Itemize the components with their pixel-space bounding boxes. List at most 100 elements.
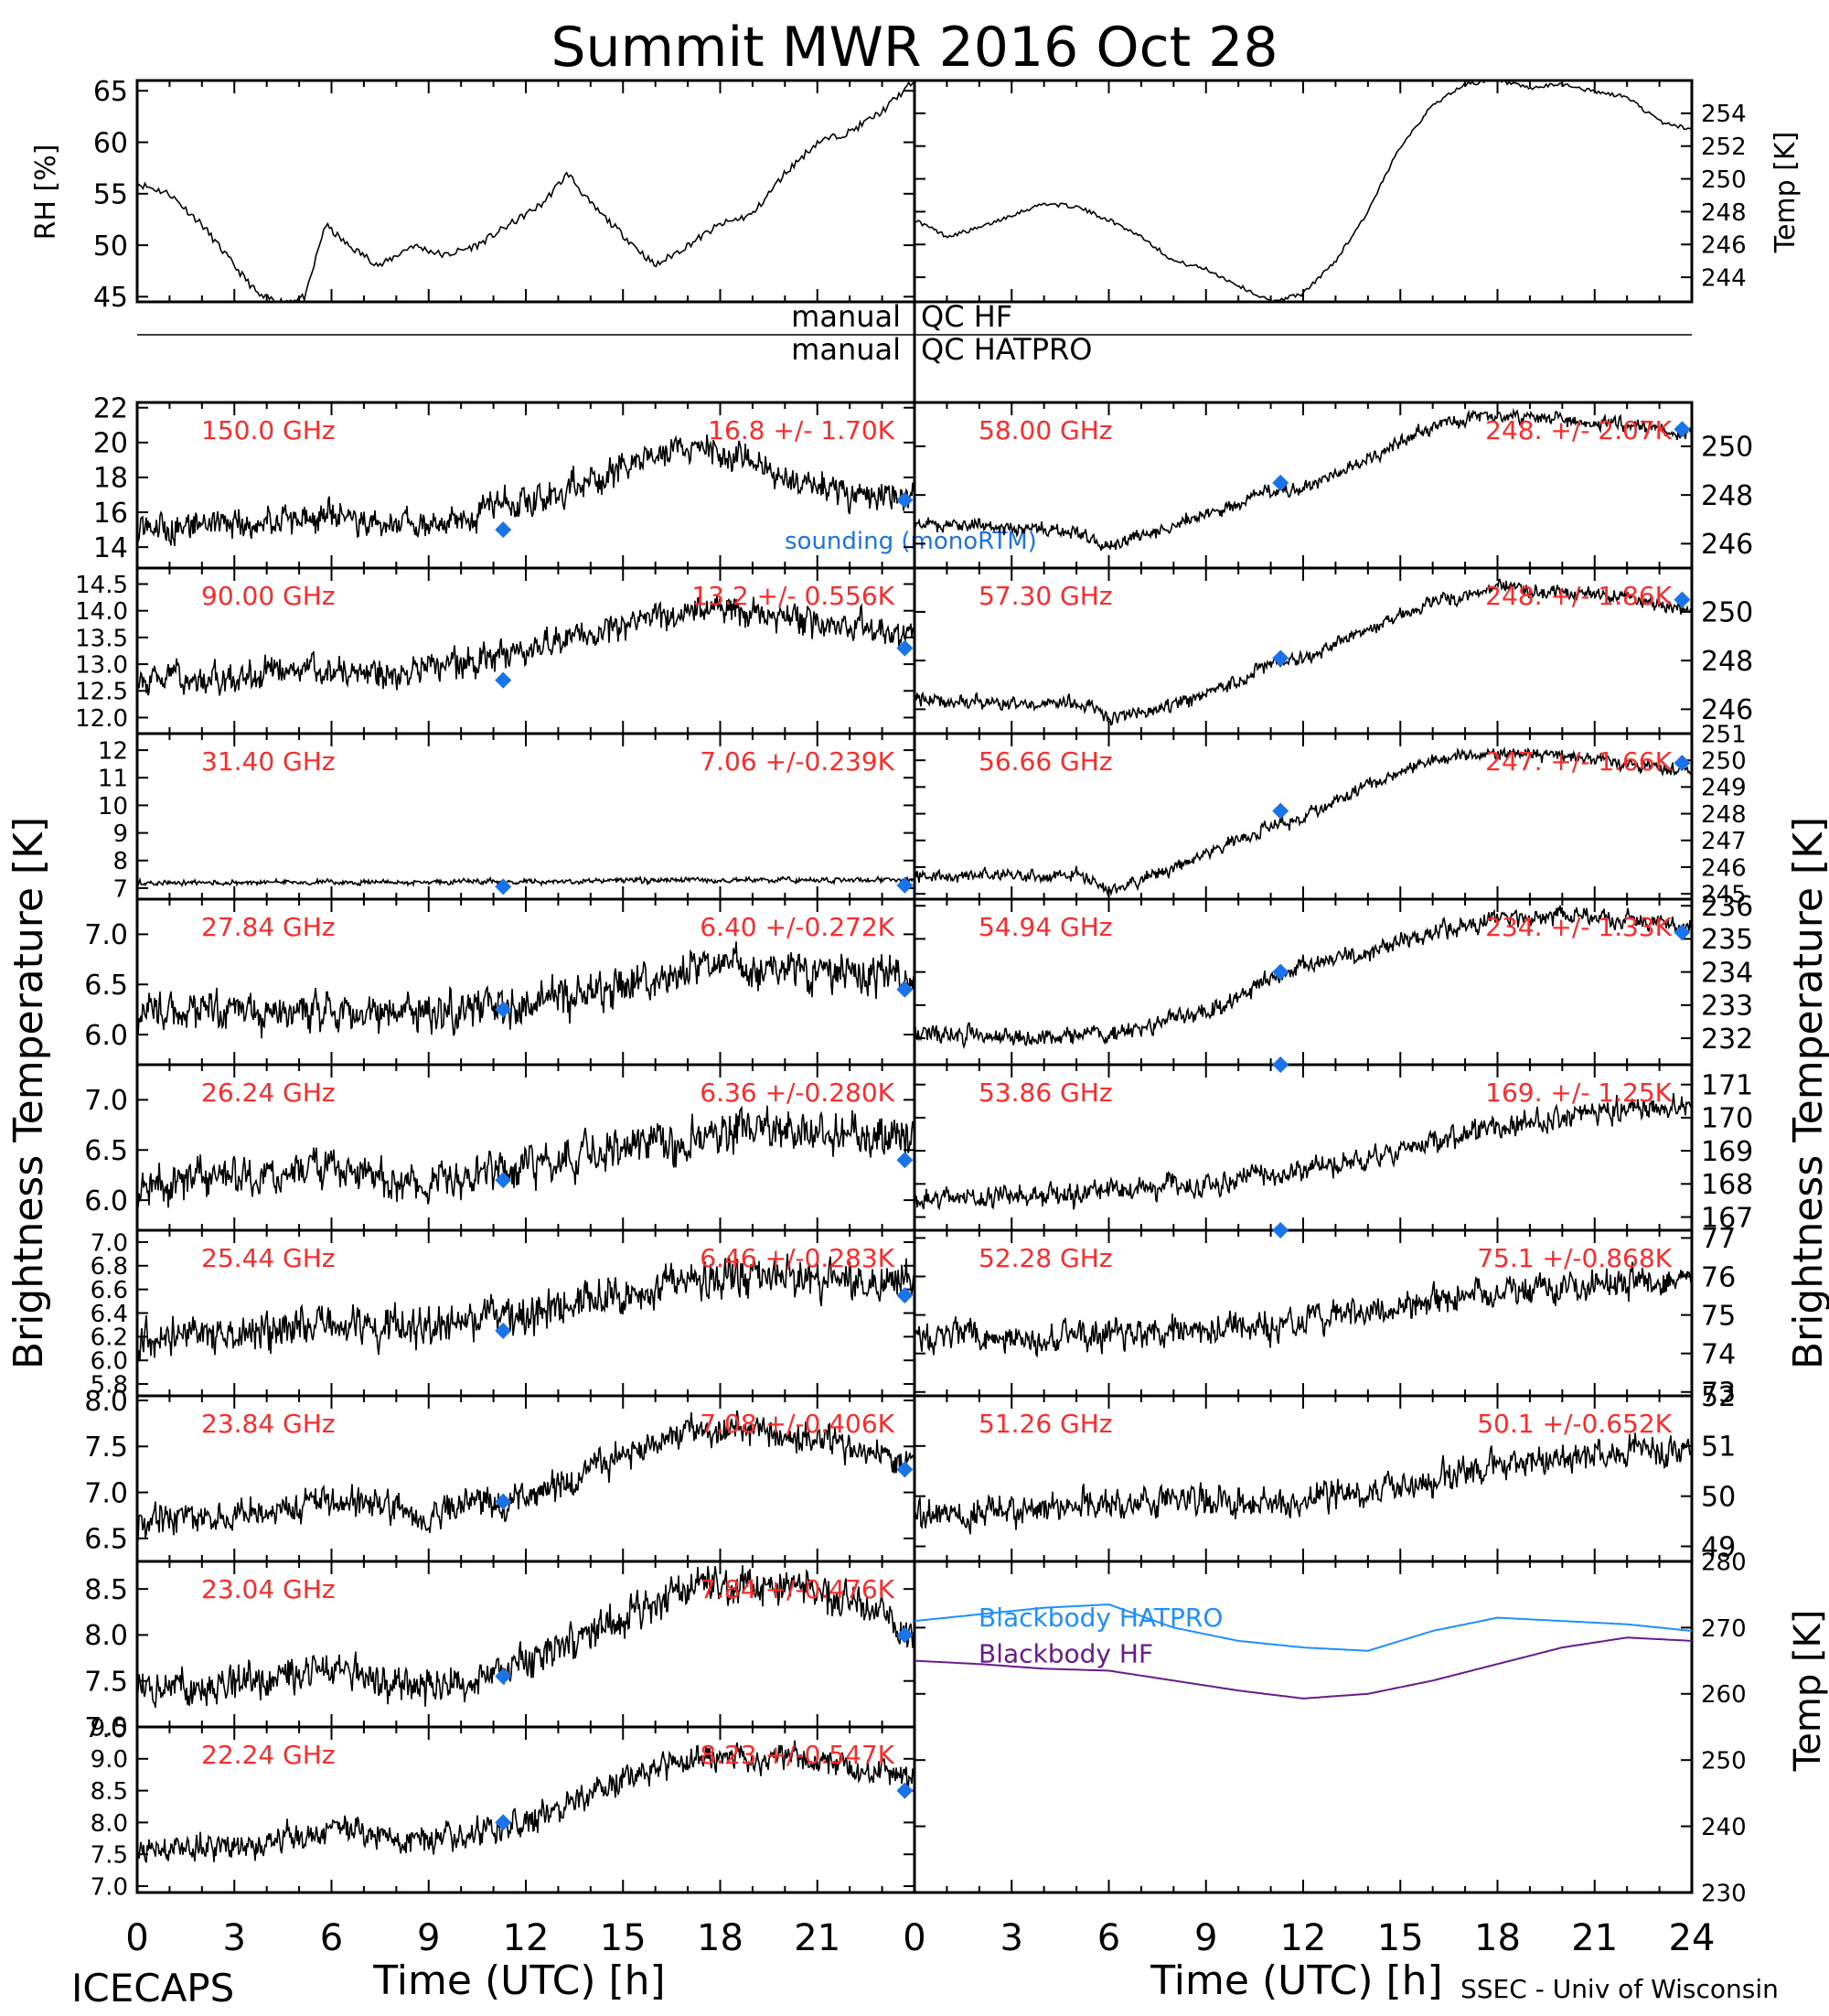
rh-ytick-label: 50 [93, 231, 128, 263]
f5730-sounding-point-0 [1272, 649, 1289, 667]
f5666-series-line [914, 746, 1692, 896]
f2384-series-line [137, 1410, 914, 1541]
f5126-ytick-label: 52 [1701, 1381, 1736, 1413]
f2384-sounding-point-1 [896, 1461, 914, 1478]
f2784-ytick-label: 6.5 [84, 970, 128, 1002]
f5800-stats-label: 248. +/- 2.07K [1485, 415, 1672, 445]
f5666-ytick-label: 250 [1701, 748, 1747, 776]
f2544-ytick-label: 6.6 [91, 1277, 128, 1304]
f2224-ytick-label: 9.5 [91, 1714, 128, 1742]
f2224-stats-label: 8.23 +/-0.547K [700, 1740, 894, 1770]
f2384-sounding-point-0 [495, 1493, 512, 1510]
x-tick-label-right-1: 3 [1000, 1917, 1023, 1959]
f150-stats-label: 16.8 +/- 1.70K [708, 415, 894, 445]
rh-frame [135, 79, 916, 304]
f2384-stats-label: 7.08 +/-0.406K [700, 1409, 894, 1439]
f5800-series-line [914, 407, 1692, 552]
f5386-ytick-label: 169 [1701, 1136, 1753, 1168]
x-tick-label-right-5: 15 [1377, 1917, 1424, 1959]
f2224-ytick-label: 7.5 [91, 1842, 128, 1870]
x-tick-label-right-6: 18 [1474, 1917, 1521, 1959]
blackbody-axes: 230 240 250 260 270 280 [913, 1549, 1747, 1907]
f2784-ytick-label: 6.0 [84, 1020, 128, 1052]
f2224-freq-label: 22.24 GHz [201, 1740, 336, 1770]
temp-ytick-label: 252 [1701, 134, 1747, 161]
f90-series-line [137, 595, 914, 696]
rh-ytick-label: 45 [93, 282, 128, 314]
qc-value-2: QC HATPRO [921, 332, 1092, 367]
f5494-freq-label: 54.94 GHz [979, 912, 1113, 942]
f5666-sounding-point-0 [1272, 802, 1289, 820]
f5126-series-line [914, 1432, 1692, 1535]
blackbody-ytick-label: 270 [1701, 1615, 1747, 1643]
f150-ytick-label: 14 [93, 532, 128, 564]
f2624-sounding-point-0 [495, 1172, 512, 1189]
f2624-sounding-point-1 [896, 1152, 914, 1169]
right-y-axis-label: Brightness Temperature [K] [1785, 817, 1829, 1369]
f90-ytick-label: 13.5 [75, 625, 128, 652]
f5666-ytick-label: 251 [1701, 721, 1747, 748]
f2544-ytick-label: 5.8 [91, 1371, 128, 1399]
f2624-freq-label: 26.24 GHz [201, 1078, 336, 1108]
blackbody-ytick-label: 230 [1701, 1880, 1747, 1907]
f2224-ytick-label: 8.5 [91, 1778, 128, 1806]
f5126-freq-label: 51.26 GHz [979, 1409, 1113, 1439]
x-tick-label-right-7: 21 [1571, 1917, 1618, 1959]
rh-ytick-label: 55 [93, 179, 128, 211]
f5494-series-line [914, 905, 1692, 1050]
chart-title: Summit MWR 2016 Oct 28 [551, 16, 1278, 80]
blackbody-ytick-label: 240 [1701, 1814, 1747, 1841]
temp-axes: 244 246 248 250 252 254 [913, 79, 1747, 304]
f90-ytick-label: 13.0 [75, 651, 128, 679]
blackbody-series-0 [914, 1603, 1693, 1652]
f5800-ytick-label: 246 [1701, 529, 1753, 561]
f150-series-line [137, 434, 914, 547]
temp-ytick-label: 250 [1701, 166, 1747, 194]
f2624-axes: 6.0 6.5 7.0 [84, 1063, 916, 1232]
f2624-ytick-label: 6.0 [84, 1185, 128, 1217]
f3140-ytick-label: 12 [98, 737, 128, 765]
f150-ytick-label: 16 [93, 498, 128, 530]
f2544-ytick-label: 6.0 [91, 1348, 128, 1376]
f90-ytick-label: 12.5 [75, 679, 128, 706]
rh-axes: 45 50 55 60 65 [93, 76, 916, 314]
x-tick-label-left-2: 6 [320, 1917, 343, 1959]
x-tick-label-left-6: 18 [697, 1917, 743, 1959]
footer-left: ICECAPS [71, 1966, 234, 2011]
f2544-series-line [137, 1253, 914, 1362]
f5228-ytick-label: 73 [1701, 1378, 1736, 1410]
qc-label-2: manual [791, 332, 901, 367]
footer-right: SSEC - Univ of Wisconsin [1460, 1974, 1779, 2004]
f5228-ytick-label: 76 [1701, 1261, 1736, 1293]
f2224-series-line [137, 1740, 914, 1863]
f5666-ytick-label: 246 [1701, 854, 1747, 882]
f5666-ytick-label: 248 [1701, 801, 1747, 829]
f5386-ytick-label: 171 [1701, 1070, 1753, 1102]
f150-ytick-label: 18 [93, 463, 128, 495]
f2784-freq-label: 27.84 GHz [201, 912, 336, 942]
sounding-legend: sounding (monoRTM) [785, 528, 1037, 555]
f5800-sounding-point-0 [1272, 474, 1289, 491]
f150-ytick-label: 22 [93, 393, 128, 425]
f5494-sounding-point-0 [1272, 963, 1289, 981]
f3140-sounding-point-1 [896, 876, 914, 894]
f2384-ytick-label: 8.0 [84, 1386, 128, 1418]
f2784-sounding-point-1 [896, 981, 914, 998]
f5730-ytick-label: 248 [1701, 646, 1753, 678]
temp-y-axis-label: Temp [K] [1770, 132, 1802, 254]
f90-stats-label: 13.2 +/- 0.556K [691, 581, 894, 611]
f90-sounding-point-0 [495, 671, 512, 689]
x-tick-label-left-1: 3 [223, 1917, 246, 1959]
f3140-ytick-label: 10 [98, 793, 128, 820]
f3140-sounding-point-0 [495, 878, 512, 895]
f2304-stats-label: 7.84 +/-0.476K [700, 1574, 894, 1604]
f5666-stats-label: 247. +/- 1.66K [1485, 746, 1672, 777]
f3140-ytick-label: 11 [98, 766, 128, 793]
f2784-ytick-label: 7.0 [84, 919, 128, 951]
f5494-ytick-label: 236 [1701, 891, 1753, 923]
f2304-sounding-point-0 [495, 1667, 512, 1685]
f5228-series-line [914, 1261, 1692, 1358]
f2544-ytick-label: 6.4 [91, 1301, 128, 1328]
